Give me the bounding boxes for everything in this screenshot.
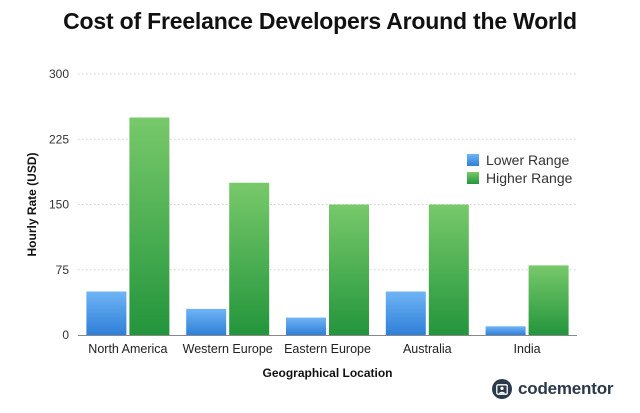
bar-lower-range xyxy=(485,326,526,335)
y-tick-label: 0 xyxy=(62,328,69,342)
x-tick-label: Western Europe xyxy=(183,342,273,356)
chart-title: Cost of Freelance Developers Around the … xyxy=(63,8,577,34)
bar-lower-range xyxy=(286,317,326,335)
bar-higher-range xyxy=(229,182,270,335)
codementor-logo-icon xyxy=(492,379,512,399)
bar-higher-range xyxy=(129,117,170,335)
x-tick-label: Australia xyxy=(403,342,452,356)
y-tick-label: 300 xyxy=(49,67,69,81)
bar-higher-range xyxy=(528,265,569,335)
y-tick-label: 225 xyxy=(49,132,69,146)
legend-label-lower-range: Lower Range xyxy=(486,152,569,168)
grid-lines xyxy=(78,73,577,271)
brand-name: codementor xyxy=(518,379,614,398)
bar-lower-range xyxy=(186,308,227,335)
bar-lower-range xyxy=(86,291,127,335)
x-tick-label: India xyxy=(514,342,541,356)
legend-swatch-lower-range xyxy=(467,154,479,166)
y-axis-ticks: 0 75 150 225 300 xyxy=(49,67,69,342)
legend: Lower Range Higher Range xyxy=(467,152,573,186)
brand-logo: codementor xyxy=(492,377,613,401)
legend-swatch-higher-range xyxy=(467,172,479,184)
bar-higher-range xyxy=(329,204,369,335)
x-axis-ticks: North America Western Europe Eastern Europ… xyxy=(88,342,540,356)
bar-higher-range xyxy=(428,204,469,335)
x-tick-label: Eastern Europe xyxy=(284,342,371,356)
y-tick-label: 150 xyxy=(49,198,69,212)
bars xyxy=(86,117,569,335)
x-axis-label: Geographical Location xyxy=(262,366,392,380)
y-tick-label: 75 xyxy=(56,263,70,277)
x-tick-label: North America xyxy=(88,342,167,356)
bar-lower-range xyxy=(385,291,426,335)
y-axis-label: Hourly Rate (USD) xyxy=(25,152,39,256)
legend-label-higher-range: Higher Range xyxy=(486,170,573,186)
